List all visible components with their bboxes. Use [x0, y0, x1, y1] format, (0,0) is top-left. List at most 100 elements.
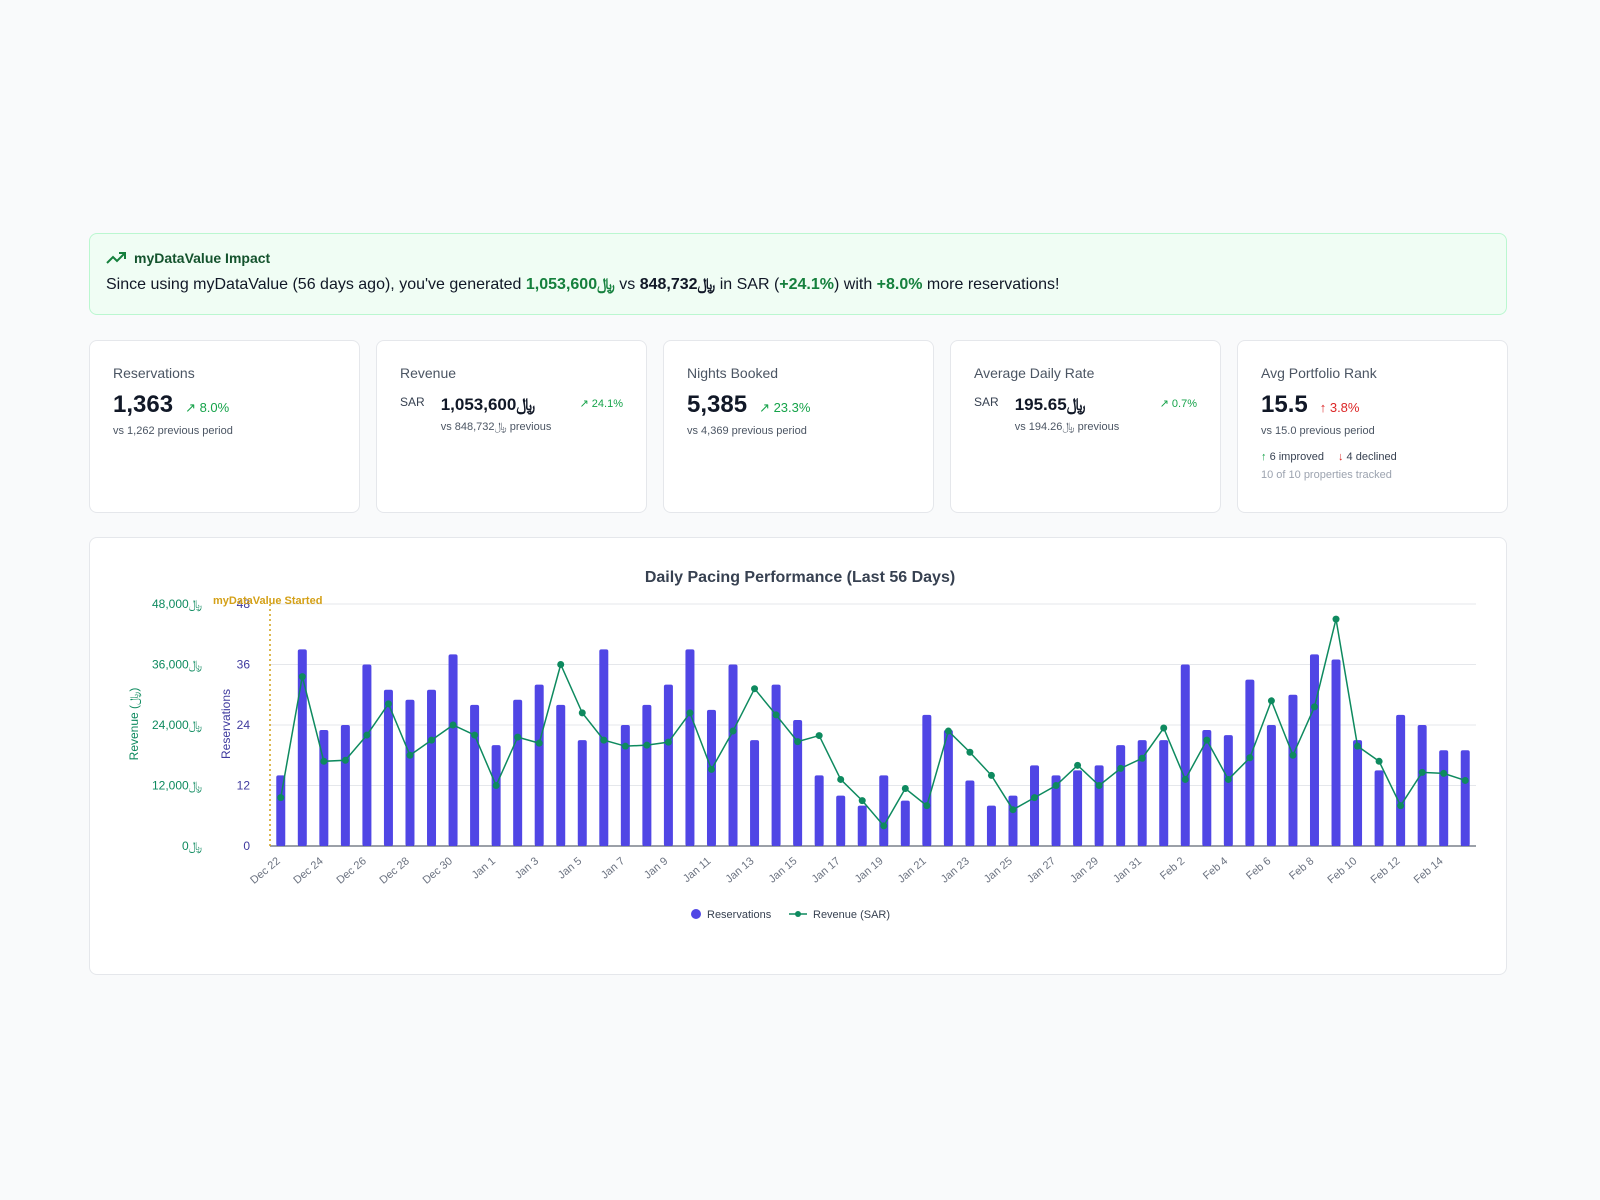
- revenue-point[interactable]: [449, 721, 457, 729]
- revenue-point[interactable]: [1117, 764, 1125, 772]
- reservation-bar[interactable]: [1180, 664, 1190, 847]
- reservation-bar[interactable]: [1223, 735, 1233, 846]
- reservation-bar[interactable]: [1051, 775, 1061, 846]
- reservation-bar[interactable]: [1030, 765, 1040, 846]
- revenue-point[interactable]: [621, 742, 629, 750]
- reservation-bar[interactable]: [1159, 740, 1169, 846]
- revenue-point[interactable]: [664, 738, 672, 746]
- reservation-bar[interactable]: [857, 805, 867, 846]
- reservation-bar[interactable]: [943, 730, 953, 846]
- revenue-point[interactable]: [1138, 754, 1146, 762]
- reservation-bar[interactable]: [297, 649, 307, 846]
- reservation-bar[interactable]: [448, 654, 458, 846]
- reservation-bar[interactable]: [1309, 654, 1319, 846]
- reservation-bar[interactable]: [1266, 725, 1276, 846]
- revenue-point[interactable]: [1375, 757, 1383, 765]
- revenue-point[interactable]: [1224, 775, 1232, 783]
- revenue-point[interactable]: [492, 782, 500, 789]
- reservation-bar[interactable]: [362, 664, 372, 847]
- revenue-point[interactable]: [686, 709, 694, 717]
- reservation-bar[interactable]: [706, 709, 716, 846]
- reservation-bar[interactable]: [1008, 795, 1018, 846]
- revenue-point[interactable]: [1267, 697, 1275, 705]
- revenue-point[interactable]: [514, 733, 522, 741]
- reservation-bar[interactable]: [1116, 745, 1126, 846]
- reservation-bar[interactable]: [1353, 740, 1363, 846]
- reservation-bar[interactable]: [599, 649, 609, 846]
- revenue-point[interactable]: [428, 736, 436, 744]
- revenue-point[interactable]: [406, 751, 414, 759]
- revenue-point[interactable]: [966, 748, 974, 756]
- revenue-point[interactable]: [1289, 751, 1297, 759]
- revenue-point[interactable]: [1397, 802, 1405, 810]
- reservation-bar[interactable]: [814, 775, 824, 846]
- revenue-point[interactable]: [363, 731, 371, 739]
- reservation-bar[interactable]: [1245, 679, 1255, 846]
- reservation-bar[interactable]: [1417, 725, 1427, 846]
- reservation-bar[interactable]: [793, 719, 803, 846]
- legend-reservations-label[interactable]: Reservations: [707, 909, 772, 921]
- reservation-bar[interactable]: [491, 745, 501, 846]
- reservation-bar[interactable]: [513, 699, 523, 846]
- revenue-point[interactable]: [901, 785, 909, 793]
- revenue-point[interactable]: [729, 727, 737, 735]
- reservation-bar[interactable]: [383, 689, 393, 846]
- revenue-point[interactable]: [1418, 768, 1426, 776]
- revenue-point[interactable]: [794, 738, 802, 746]
- revenue-point[interactable]: [1461, 776, 1469, 784]
- reservation-bar[interactable]: [1439, 750, 1449, 846]
- reservation-bar[interactable]: [1396, 714, 1406, 846]
- revenue-point[interactable]: [1009, 806, 1017, 814]
- reservation-bar[interactable]: [577, 740, 587, 846]
- revenue-point[interactable]: [944, 727, 952, 735]
- reservation-bar[interactable]: [750, 740, 760, 846]
- revenue-point[interactable]: [600, 736, 608, 744]
- revenue-point[interactable]: [471, 731, 479, 739]
- revenue-point[interactable]: [643, 741, 651, 749]
- reservation-bar[interactable]: [620, 725, 630, 846]
- reservation-bar[interactable]: [663, 684, 673, 846]
- reservation-bar[interactable]: [1073, 770, 1083, 846]
- revenue-point[interactable]: [298, 673, 306, 681]
- revenue-point[interactable]: [837, 775, 845, 783]
- reservation-bar[interactable]: [470, 704, 480, 846]
- revenue-point[interactable]: [772, 711, 780, 719]
- reservation-bar[interactable]: [405, 699, 415, 846]
- revenue-point[interactable]: [1052, 782, 1060, 789]
- reservation-bar[interactable]: [836, 795, 846, 846]
- revenue-point[interactable]: [557, 661, 565, 668]
- revenue-point[interactable]: [751, 685, 759, 693]
- reservation-bar[interactable]: [1331, 659, 1341, 846]
- reservation-bar[interactable]: [340, 725, 350, 846]
- revenue-point[interactable]: [923, 802, 931, 810]
- reservation-bar[interactable]: [1288, 694, 1298, 846]
- revenue-point[interactable]: [384, 700, 392, 708]
- revenue-point[interactable]: [277, 794, 285, 802]
- reservation-bar[interactable]: [1137, 740, 1147, 846]
- revenue-point[interactable]: [1031, 794, 1039, 802]
- reservation-bar[interactable]: [276, 775, 286, 846]
- revenue-point[interactable]: [987, 771, 995, 779]
- revenue-point[interactable]: [1160, 724, 1168, 732]
- reservation-bar[interactable]: [1094, 765, 1104, 846]
- revenue-point[interactable]: [1354, 742, 1362, 750]
- revenue-point[interactable]: [815, 732, 823, 740]
- reservation-bar[interactable]: [685, 649, 695, 846]
- reservation-bar[interactable]: [986, 805, 996, 846]
- revenue-point[interactable]: [1310, 703, 1318, 711]
- revenue-point[interactable]: [858, 797, 866, 805]
- reservation-bar[interactable]: [965, 780, 975, 846]
- revenue-point[interactable]: [1181, 775, 1189, 783]
- revenue-point[interactable]: [707, 765, 715, 773]
- revenue-point[interactable]: [1332, 615, 1340, 623]
- reservation-bar[interactable]: [427, 689, 437, 846]
- revenue-point[interactable]: [535, 739, 543, 747]
- reservation-bar[interactable]: [534, 684, 544, 846]
- legend-revenue-label[interactable]: Revenue (SAR): [813, 909, 890, 921]
- revenue-point[interactable]: [880, 822, 888, 830]
- revenue-point[interactable]: [341, 756, 349, 764]
- revenue-point[interactable]: [320, 757, 328, 765]
- reservation-bar[interactable]: [642, 704, 652, 846]
- revenue-point[interactable]: [1246, 754, 1254, 762]
- reservation-bar[interactable]: [771, 684, 781, 846]
